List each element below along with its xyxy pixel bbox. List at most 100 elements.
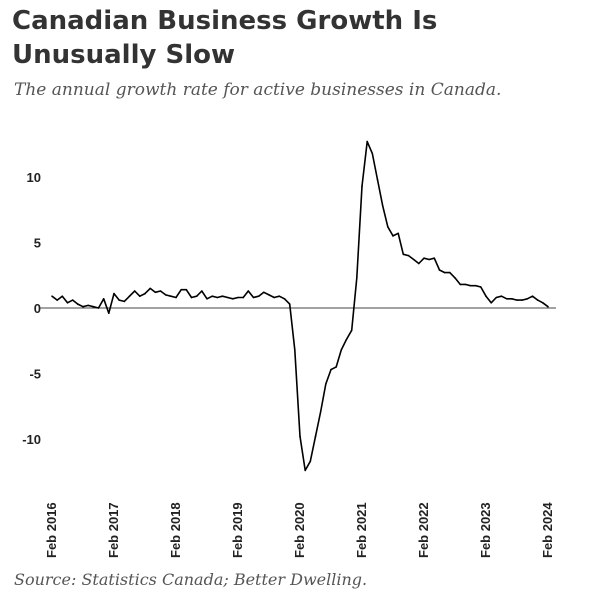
data-point (335, 366, 338, 368)
data-point (299, 435, 301, 438)
data-point (294, 349, 296, 351)
data-point (77, 303, 79, 305)
series-group (51, 140, 549, 472)
data-point (195, 295, 198, 298)
y-tick-label: 5 (34, 236, 41, 251)
data-point (500, 295, 503, 298)
y-tick-label: 10 (27, 170, 41, 185)
data-point (418, 262, 420, 265)
data-point (443, 271, 446, 274)
y-axis-ticks: 10 5 0 -5 -10 (22, 170, 41, 447)
data-point (356, 277, 358, 279)
data-point (66, 302, 69, 304)
data-point (113, 292, 115, 295)
data-point (469, 284, 472, 287)
data-point (345, 338, 348, 341)
data-point (330, 368, 332, 371)
data-point (521, 299, 523, 301)
data-point (536, 299, 539, 301)
data-point (397, 232, 400, 235)
x-tick-label: Feb 2018 (168, 502, 183, 558)
data-point (516, 299, 518, 301)
data-point (376, 178, 379, 181)
y-tick-label: 0 (34, 301, 41, 316)
data-point (87, 304, 89, 307)
data-point (185, 288, 188, 291)
data-point (144, 292, 146, 295)
data-point (149, 287, 151, 290)
data-point (304, 469, 307, 472)
data-point (216, 296, 219, 299)
data-point (206, 298, 208, 300)
data-point (314, 435, 317, 438)
data-point (366, 140, 369, 143)
data-point (361, 185, 363, 187)
data-point (175, 296, 177, 299)
x-tick-label: Feb 2023 (478, 502, 493, 558)
data-point (97, 307, 100, 309)
x-axis-ticks: Feb 2016 Feb 2017 Feb 2018 Feb 2019 Feb 2020… (44, 502, 555, 558)
data-point (412, 258, 415, 261)
data-point (273, 296, 276, 299)
x-tick-label: Feb 2016 (44, 502, 59, 558)
data-point (190, 296, 193, 299)
data-point (118, 299, 120, 301)
data-point (56, 299, 58, 301)
data-point (51, 295, 53, 298)
data-point (247, 290, 250, 292)
y-tick-label: -10 (22, 432, 41, 447)
data-point (180, 288, 182, 291)
series-line (51, 140, 549, 472)
data-point (350, 329, 353, 332)
data-point (428, 258, 431, 261)
data-point (340, 349, 343, 351)
data-point (242, 296, 244, 299)
data-point (283, 298, 286, 300)
data-point (526, 298, 529, 300)
chart-subtitle: The annual growth rate for active busine… (14, 80, 502, 100)
source-note: Source: Statistics Canada; Better Dwelli… (14, 570, 368, 589)
data-point (485, 295, 487, 298)
data-point (371, 152, 374, 155)
data-point (387, 226, 389, 228)
data-point (464, 283, 467, 286)
chart-title: Canadian Business Growth Is Unusually Sl… (12, 6, 438, 70)
data-point (288, 303, 291, 305)
x-tick-label: Feb 2020 (292, 502, 307, 558)
data-point (392, 235, 394, 237)
data-point (170, 295, 172, 298)
data-point (505, 298, 508, 300)
data-point (423, 257, 425, 260)
data-point (237, 296, 239, 299)
data-point (511, 298, 513, 300)
data-point (221, 295, 224, 298)
data-point (319, 410, 322, 413)
data-point (108, 312, 110, 315)
data-point (164, 294, 167, 296)
data-point (61, 295, 64, 298)
data-point (454, 277, 456, 279)
data-point (531, 295, 534, 298)
y-tick-label: -5 (29, 367, 41, 382)
data-point (268, 294, 270, 296)
data-point (449, 271, 451, 274)
data-point (123, 300, 126, 303)
data-point (433, 257, 436, 260)
data-point (438, 269, 441, 271)
x-tick-label: Feb 2017 (106, 502, 121, 558)
data-point (381, 205, 384, 207)
data-point (133, 290, 136, 292)
data-point (490, 302, 493, 304)
data-point (309, 460, 312, 463)
data-point (154, 291, 157, 294)
data-point (102, 298, 105, 300)
data-point (407, 254, 410, 257)
data-point (495, 296, 498, 299)
data-point (263, 291, 265, 294)
data-point (211, 295, 213, 298)
data-point (226, 296, 229, 299)
data-point (547, 305, 549, 308)
data-point (459, 283, 462, 286)
data-point (278, 295, 281, 298)
